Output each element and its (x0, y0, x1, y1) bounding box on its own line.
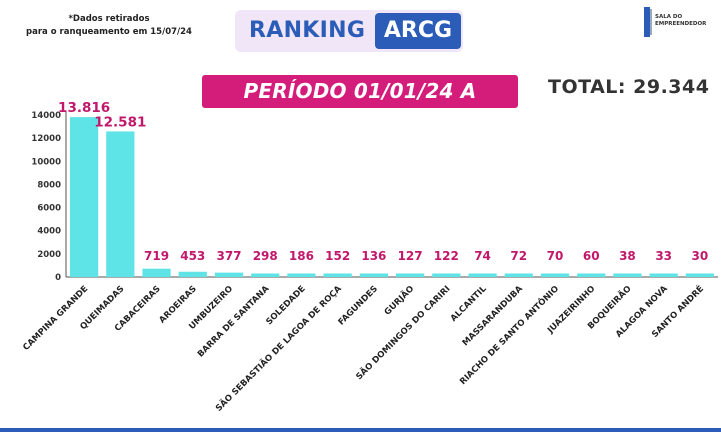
bar (649, 273, 678, 277)
bar (287, 273, 316, 277)
value-label: 70 (547, 249, 564, 263)
value-label: 72 (510, 249, 527, 263)
value-label: 12.581 (94, 114, 146, 130)
ranking-arcg-logo: RANKING ARCG (235, 10, 463, 52)
y-tick-label: 6000 (37, 204, 61, 214)
bar (106, 131, 135, 277)
bar (540, 273, 570, 277)
bar (323, 273, 352, 277)
data-source-note: *Dados retirados para o ranqueamento em … (14, 13, 204, 39)
note-line-2: para o ranqueamento em 15/07/24 (26, 27, 192, 37)
bar (504, 273, 533, 277)
logo-bar-shadow-icon (650, 9, 652, 35)
value-label: 377 (216, 249, 241, 263)
logo-bar-icon (644, 7, 650, 37)
category-label: BARRA DE SANTANA (196, 284, 272, 360)
y-tick-label: 4000 (37, 227, 61, 237)
value-label: 33 (655, 249, 672, 263)
bar (432, 273, 461, 277)
value-label: 122 (434, 249, 459, 263)
bar (685, 273, 715, 277)
bar (142, 268, 171, 277)
value-label: 152 (325, 249, 350, 263)
value-label: 719 (144, 249, 169, 263)
category-label: CAMPINA GRANDE (21, 284, 90, 353)
y-tick-label: 12000 (31, 134, 61, 144)
y-tick-label: 10000 (31, 157, 61, 167)
category-label: MASSARANDUBA (461, 284, 525, 348)
category-labels: CAMPINA GRANDEQUEIMADASCABACEIRASAROEIRA… (21, 283, 706, 414)
bar (613, 273, 642, 277)
value-label: 13.816 (58, 100, 110, 116)
brand-arcg-box: ARCG (375, 13, 461, 49)
sala-do-empreendedor-logo: SALA DO EMPREENDEDOR (644, 7, 706, 37)
y-tick-label: 14000 (31, 111, 61, 121)
y-tick-label: 8000 (37, 180, 61, 190)
bar (178, 271, 207, 277)
value-label: 30 (692, 249, 709, 263)
value-label: 298 (253, 249, 278, 263)
value-label: 453 (180, 249, 205, 263)
logo-line-1: SALA DO (655, 14, 683, 20)
y-axis-ticks: 0 2000 4000 6000 8000 10000 12000 14000 (31, 111, 61, 283)
category-label: SÃO SEBASTIÃO DE LAGOA DE ROÇA (213, 283, 344, 414)
value-label: 127 (398, 249, 423, 263)
bar (468, 273, 497, 277)
value-label: 60 (583, 249, 600, 263)
bar (251, 273, 280, 277)
value-label: 136 (361, 249, 386, 263)
bar (577, 273, 606, 277)
brand-ranking-text: RANKING (249, 18, 366, 43)
value-label: 186 (289, 249, 314, 263)
bars (69, 117, 715, 277)
note-line-1: *Dados retirados (68, 14, 150, 24)
period-banner: PERÍODO 01/01/24 A 30/06/24 (202, 75, 518, 136)
logo-line-2: EMPREENDEDOR (655, 21, 707, 27)
bar (395, 273, 425, 277)
total-label: TOTAL: 29.344 (548, 76, 710, 98)
value-label: 38 (619, 249, 636, 263)
value-label: 74 (474, 249, 491, 263)
y-tick-label: 2000 (37, 250, 61, 260)
bar (359, 273, 389, 277)
y-tick-label: 0 (55, 273, 61, 283)
category-label: GURJÃO (382, 283, 416, 317)
bar (214, 272, 244, 277)
bar (69, 117, 99, 277)
logo-text: SALA DO EMPREENDEDOR (655, 14, 706, 28)
bottom-accent-line (0, 428, 721, 432)
